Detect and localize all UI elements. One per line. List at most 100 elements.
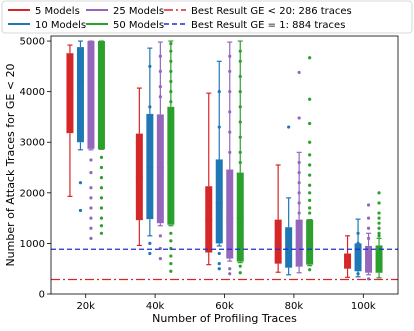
boxes-layer: [66, 40, 383, 281]
box-25-models-80k: [295, 70, 303, 274]
outlier-point: [99, 155, 104, 160]
x-axis-label: Number of Profiling Traces: [152, 312, 297, 325]
box-50-models-80k: [306, 56, 314, 272]
box-iqr: [215, 159, 223, 244]
box-iqr: [66, 53, 74, 134]
box-iqr: [76, 47, 84, 143]
outlier-point: [89, 158, 93, 162]
outlier-point: [228, 130, 232, 134]
box-iqr: [236, 172, 244, 262]
box-10-models-100k: [354, 218, 362, 278]
outlier-point: [238, 120, 242, 124]
x-tick-label: 40k: [146, 301, 165, 312]
outlier-point: [99, 206, 104, 210]
outlier-point: [89, 196, 93, 200]
box-50-models-60k: [236, 40, 244, 275]
box-5-models-100k: [344, 235, 352, 278]
box-5-models-20k: [66, 44, 74, 197]
box-iqr: [135, 133, 143, 221]
outlier-point: [297, 160, 301, 165]
reference-lines-layer: [51, 248, 398, 281]
outlier-point: [308, 198, 312, 203]
outlier-point: [217, 90, 221, 94]
outlier-point: [377, 211, 381, 215]
outlier-point: [297, 201, 301, 205]
box-50-models-100k: [375, 191, 383, 279]
outlier-point: [158, 54, 162, 58]
outlier-point: [377, 226, 381, 230]
outlier-point: [169, 41, 173, 46]
box-5-models-80k: [274, 164, 282, 273]
y-tick-label: 1000: [20, 239, 45, 250]
outlier-point: [158, 84, 162, 89]
outlier-point: [287, 125, 291, 129]
outlier-point: [308, 173, 312, 177]
outlier-point: [238, 59, 242, 63]
outlier-point: [217, 251, 221, 256]
outlier-point: [377, 234, 381, 238]
outlier-point: [99, 186, 104, 190]
outlier-point: [297, 181, 301, 185]
outlier-point: [148, 241, 152, 246]
box-iqr: [365, 245, 373, 273]
legend-label: 5 Models: [35, 6, 80, 17]
outlier-point: [238, 90, 242, 94]
outlier-point: [308, 140, 312, 144]
outlier-point: [89, 226, 93, 230]
outlier-point: [356, 231, 360, 235]
outlier-point: [377, 231, 381, 235]
y-tick-label: 2000: [20, 188, 45, 199]
outlier-point: [89, 236, 93, 240]
legend: 5 Models 10 Models 25 Models 50 Models Best …: [1, 0, 413, 34]
y-tick-label: 5000: [20, 37, 45, 48]
outlier-point: [99, 196, 104, 200]
box-iqr: [205, 186, 213, 253]
outlier-point: [148, 64, 152, 68]
outlier-point: [217, 125, 221, 129]
outlier-point: [169, 231, 173, 235]
outlier-point: [169, 239, 173, 243]
legend-label: Best Result GE = 1: 884 traces: [191, 20, 345, 31]
outlier-point: [238, 271, 242, 275]
outlier-point: [308, 211, 312, 215]
box-5-models-60k: [205, 92, 213, 266]
outlier-point: [89, 206, 93, 210]
outlier-point: [308, 163, 312, 167]
outlier-point: [287, 229, 291, 233]
outlier-point: [228, 110, 232, 114]
outlier-point: [99, 231, 104, 235]
box-iqr: [97, 41, 105, 150]
legend-label: 25 Models: [113, 6, 164, 17]
outlier-point: [89, 216, 93, 220]
box-iqr: [87, 41, 95, 149]
outlier-point: [238, 160, 242, 165]
outlier-point: [158, 256, 162, 261]
outlier-point: [228, 90, 232, 94]
box-iqr: [226, 169, 234, 259]
outlier-point: [297, 191, 301, 195]
box-25-models-40k: [156, 41, 164, 261]
legend-label: Best Result GE < 20: 286 traces: [191, 6, 352, 17]
x-tick-label: 60k: [215, 301, 234, 312]
outlier-point: [99, 176, 104, 180]
outlier-point: [228, 267, 232, 271]
outlier-point: [158, 95, 162, 99]
box-iqr: [354, 243, 362, 272]
outlier-point: [78, 181, 83, 185]
outlier-point: [297, 116, 301, 120]
outlier-point: [158, 234, 162, 238]
outlier-point: [308, 206, 312, 210]
outlier-point: [169, 49, 173, 53]
outlier-point: [308, 56, 312, 60]
y-axis-label: Number of Attack Traces for GE < 20: [4, 63, 17, 266]
outlier-point: [238, 49, 242, 53]
outlier-point: [148, 251, 152, 256]
outlier-point: [238, 150, 242, 154]
outlier-point: [308, 191, 312, 195]
outlier-point: [356, 241, 360, 246]
outlier-point: [99, 165, 104, 170]
box-50-models-20k: [97, 40, 105, 235]
box-25-models-100k: [365, 203, 373, 281]
outlier-point: [308, 121, 312, 126]
y-tick-label: 4000: [20, 87, 45, 98]
